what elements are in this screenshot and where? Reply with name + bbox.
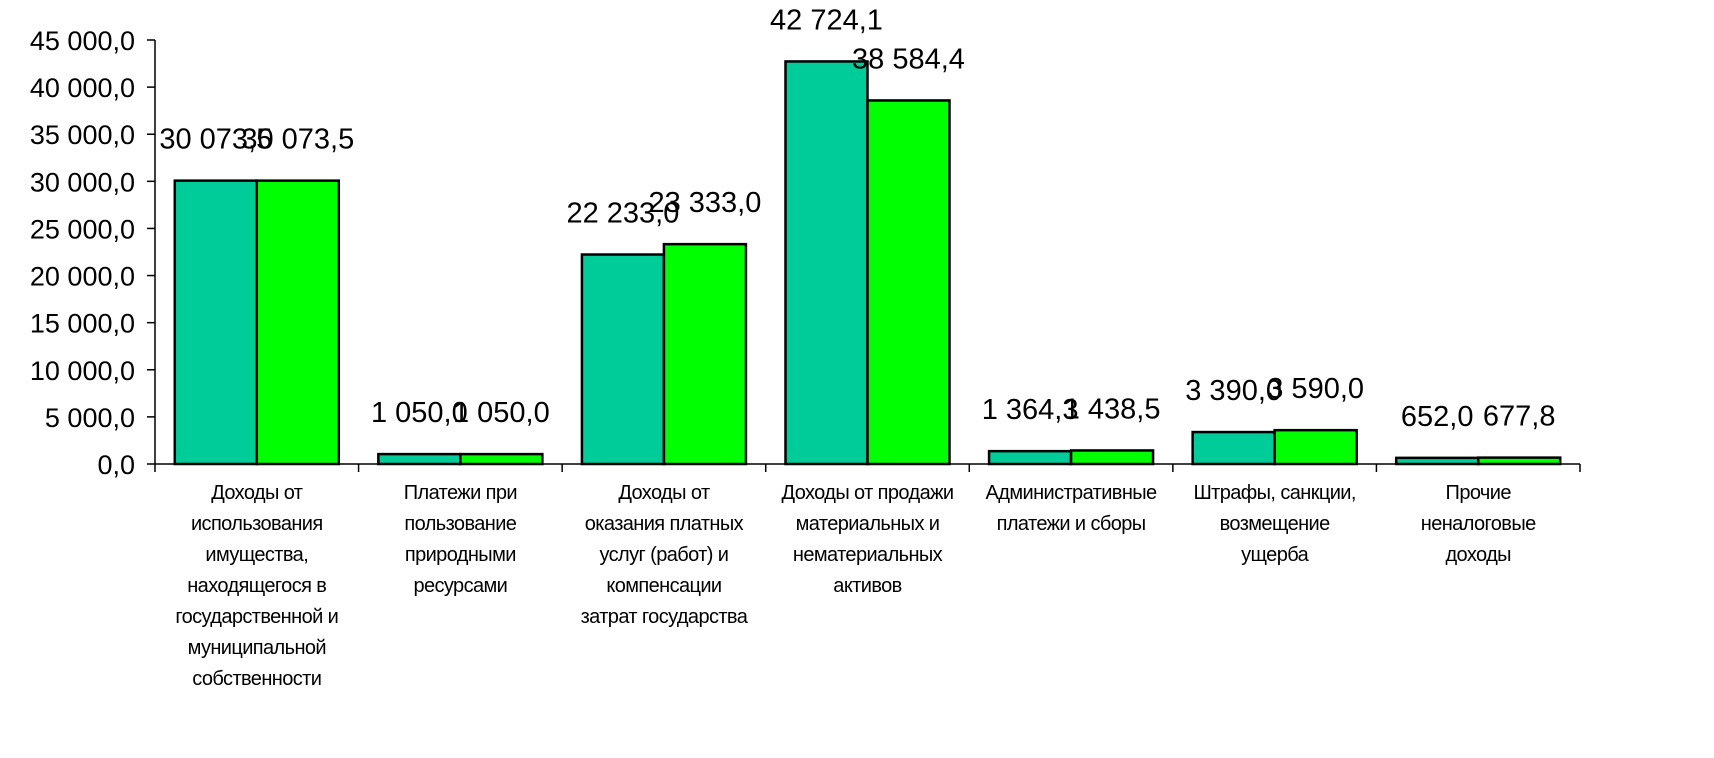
data-label: 1 364,3: [982, 394, 1079, 426]
y-tick-label: 30 000,0: [30, 167, 135, 197]
y-tick-label: 10 000,0: [30, 356, 135, 386]
data-label: 30 073,5: [241, 124, 354, 156]
data-label: 30 073,5: [159, 124, 272, 156]
category-label: Административные платежи и сборы: [969, 478, 1174, 540]
category-label-line: нематериальных: [792, 544, 943, 566]
bar-series-2: [662, 242, 748, 466]
y-tick-label: 5 000,0: [45, 403, 135, 433]
category-label-line: собственности: [192, 668, 322, 690]
category-label-line: имущества,: [205, 544, 309, 566]
category-label-line: природными: [404, 544, 517, 566]
y-tick-label: 0,0: [97, 450, 135, 480]
y-tick-label: 40 000,0: [30, 73, 135, 103]
category-label-line: материальных и: [795, 513, 940, 535]
bar-series-1: [580, 253, 666, 466]
category-label-line: ущерба: [1241, 544, 1309, 566]
category-label-line: государственной и: [175, 606, 339, 628]
data-label: 38 584,4: [852, 43, 965, 75]
y-tick-label: 20 000,0: [30, 262, 135, 292]
category-label: Доходы от продажи материальных и нематериа…: [765, 478, 970, 602]
category-label-line: возмещение: [1219, 513, 1331, 535]
category-label-line: неналоговые: [1420, 513, 1536, 535]
category-label-line: Штрафы, санкции,: [1193, 482, 1356, 504]
bar-series-1: [1191, 430, 1276, 466]
category-label-line: Доходы от продажи: [781, 482, 955, 504]
category-label-line: компенсации: [606, 575, 722, 597]
y-tick-label: 35 000,0: [30, 120, 135, 150]
category-label: Прочие неналоговые доходы: [1376, 478, 1581, 571]
bar-series-2: [1273, 428, 1358, 466]
bar-series-1: [173, 179, 259, 466]
category-label: Доходы от использования имущества, находяще…: [154, 478, 359, 695]
bar-series-1: [377, 452, 462, 466]
data-labels: 30 073,530 073,5 1 050,01 050,0 22 233,023…: [159, 4, 1555, 432]
bar-series-2: [1476, 456, 1562, 466]
category-label-line: затрат государства: [580, 606, 748, 628]
category-label-line: использования: [190, 513, 323, 535]
y-tick-label: 45 000,0: [30, 26, 135, 56]
category-label-line: доходы: [1445, 544, 1511, 566]
category-label-line: пользование: [404, 513, 517, 535]
category-label-line: оказания платных: [584, 513, 744, 535]
category-label-line: Административные: [985, 482, 1158, 504]
data-label: 677,8: [1483, 401, 1556, 433]
category-label: Платежи при пользование природными ресурсам…: [358, 478, 563, 602]
data-label: 42 724,1: [770, 4, 883, 36]
category-label-line: платежи и сборы: [996, 513, 1147, 535]
category-label-line: Доходы от: [618, 482, 710, 504]
data-label: 1 438,5: [1064, 393, 1161, 425]
category-label-line: Платежи при: [403, 482, 518, 504]
bars: [173, 60, 1562, 466]
data-label: 23 333,0: [648, 187, 761, 219]
bar-series-2: [459, 452, 544, 466]
data-label: 1 050,0: [453, 397, 550, 429]
bar-series-2: [1069, 449, 1155, 466]
category-label-line: Доходы от: [211, 482, 303, 504]
category-label-line: находящегося в: [187, 575, 327, 597]
category-label-line: услуг (работ) и: [599, 544, 729, 566]
bar-series-1: [1394, 456, 1480, 466]
data-label: 22 233,0: [566, 198, 679, 230]
category-label-line: ресурсами: [413, 575, 508, 597]
category-label: Доходы от оказания платных услуг (работ) и…: [561, 478, 766, 633]
category-label-line: Прочие: [1445, 482, 1512, 504]
category-label-line: активов: [833, 575, 902, 597]
data-label: 3 390,0: [1185, 375, 1282, 407]
bar-series-1: [784, 60, 869, 466]
data-label: 652,0: [1401, 401, 1474, 433]
data-label: 3 590,0: [1267, 373, 1364, 405]
data-label: 1 050,0: [371, 397, 468, 429]
category-label: Штрафы, санкции, возмещение ущерба: [1172, 478, 1377, 571]
category-label-line: муниципальной: [187, 637, 327, 659]
bar-series-1: [987, 449, 1073, 466]
bar-series-2: [255, 179, 341, 466]
y-tick-label: 15 000,0: [30, 309, 135, 339]
bar-series-2: [866, 99, 951, 466]
y-tick-labels: 0,0 5 000,0 10 000,0 15 000,0 20 000,0 25 000…: [30, 26, 135, 480]
y-tick-label: 25 000,0: [30, 214, 135, 244]
